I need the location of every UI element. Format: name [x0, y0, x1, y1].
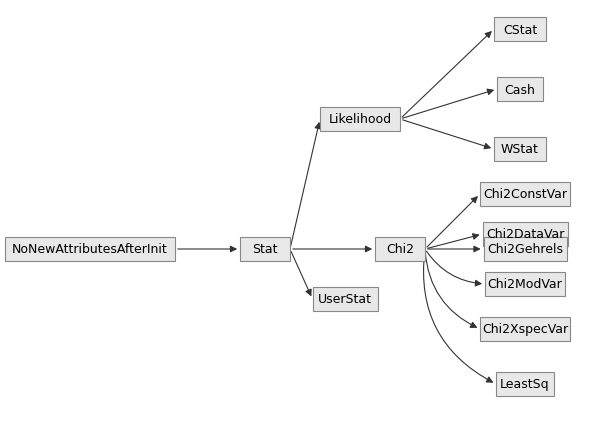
FancyBboxPatch shape	[497, 78, 543, 102]
FancyBboxPatch shape	[484, 237, 566, 261]
FancyBboxPatch shape	[494, 18, 546, 42]
Text: Likelihood: Likelihood	[329, 113, 392, 126]
Text: NoNewAttributesAfterInit: NoNewAttributesAfterInit	[12, 243, 168, 256]
FancyBboxPatch shape	[240, 237, 290, 261]
Text: Stat: Stat	[253, 243, 278, 256]
Text: Chi2ConstVar: Chi2ConstVar	[483, 188, 567, 201]
Text: Chi2: Chi2	[386, 243, 414, 256]
FancyBboxPatch shape	[496, 372, 554, 396]
FancyBboxPatch shape	[5, 237, 175, 261]
FancyBboxPatch shape	[480, 317, 570, 341]
Text: LeastSq: LeastSq	[500, 378, 550, 390]
Text: Chi2DataVar: Chi2DataVar	[486, 228, 564, 241]
Text: Chi2ModVar: Chi2ModVar	[487, 278, 562, 291]
Text: Chi2XspecVar: Chi2XspecVar	[482, 323, 568, 336]
FancyBboxPatch shape	[375, 237, 425, 261]
FancyBboxPatch shape	[485, 272, 565, 296]
Text: WStat: WStat	[501, 143, 539, 156]
Text: UserStat: UserStat	[318, 293, 372, 306]
FancyBboxPatch shape	[320, 108, 400, 132]
Text: CStat: CStat	[503, 24, 537, 37]
Text: Cash: Cash	[504, 83, 535, 96]
FancyBboxPatch shape	[313, 287, 378, 311]
FancyBboxPatch shape	[482, 222, 568, 246]
Text: Chi2Gehrels: Chi2Gehrels	[487, 243, 563, 256]
FancyBboxPatch shape	[494, 138, 546, 162]
FancyBboxPatch shape	[480, 183, 570, 206]
